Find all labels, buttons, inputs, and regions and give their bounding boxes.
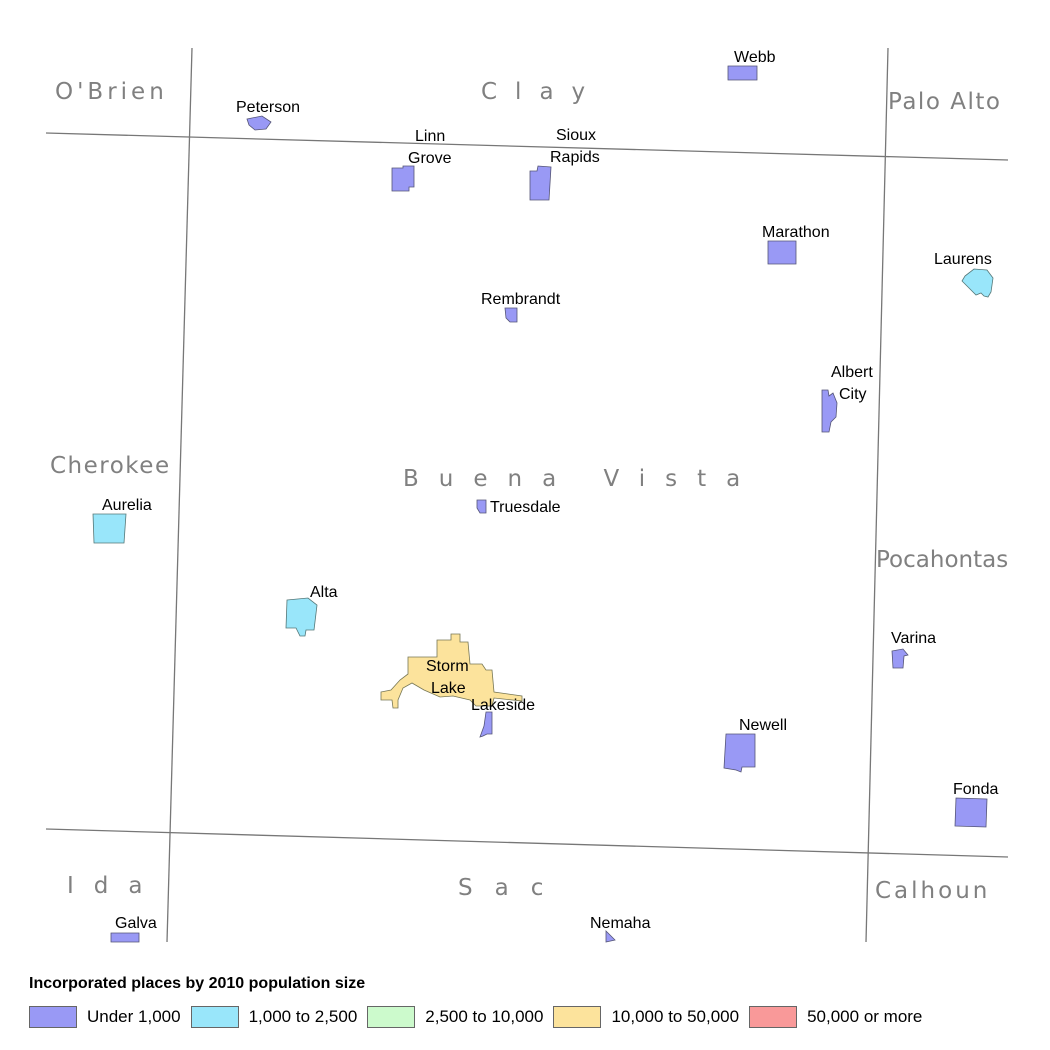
place-laurens[interactable]: [961, 268, 994, 298]
places-1000-to-2500: [92, 268, 994, 637]
place-label-linn-grove-line2: Grove: [408, 150, 452, 167]
legend-item-under-1000: Under 1,000: [29, 1006, 181, 1028]
place-label-sioux-rapids-line1: Sioux: [556, 127, 596, 144]
county-label-buena-vista: Buena Vista: [403, 466, 760, 492]
place-alta[interactable]: [285, 597, 318, 637]
place-labels: Webb Peterson Linn Grove Sioux Rapids Ma…: [102, 49, 998, 932]
legend-label-2500-to-10000: 2,500 to 10,000: [425, 1007, 544, 1026]
place-label-rembrandt: Rembrandt: [481, 291, 561, 308]
county-boundaries: [45, 47, 1009, 943]
legend-swatch-2500-to-10000: [367, 1006, 416, 1028]
place-truesdale[interactable]: [476, 499, 487, 514]
place-albert-city[interactable]: [821, 389, 838, 433]
legend-label-1000-to-2500: 1,000 to 2,500: [248, 1007, 358, 1026]
legend-item-50000-plus: 50,000 or more: [749, 1006, 922, 1028]
place-peterson[interactable]: [246, 115, 272, 131]
place-aurelia[interactable]: [92, 513, 127, 544]
legend-title: Incorporated places by 2010 population s…: [29, 975, 366, 992]
county-label-palo-alto: Palo Alto: [888, 89, 1001, 115]
legend-item-10000-to-50000: 10,000 to 50,000: [553, 1006, 739, 1028]
legend-swatch-1000-to-2500: [190, 1006, 239, 1028]
place-storm-lake[interactable]: [380, 633, 523, 709]
place-label-varina: Varina: [891, 630, 936, 647]
boundary-west: [166, 47, 193, 943]
legend-swatch-10000-to-50000: [553, 1006, 602, 1028]
places-10000-to-50000: [380, 633, 523, 709]
place-linn-grove[interactable]: [391, 165, 415, 192]
boundary-east: [865, 47, 889, 943]
place-varina[interactable]: [891, 648, 909, 669]
place-label-lakeside: Lakeside: [471, 697, 535, 714]
county-label-calhoun: Calhoun: [875, 878, 990, 904]
place-label-webb: Webb: [734, 49, 776, 66]
county-labels: O'Brien Clay Palo Alto Cherokee Buena Vi…: [50, 79, 1008, 904]
legend-label-under-1000: Under 1,000: [87, 1007, 181, 1026]
legend-swatch-50000-plus: [749, 1006, 798, 1028]
legend: Incorporated places by 2010 population s…: [29, 975, 1039, 1028]
place-label-nemaha: Nemaha: [590, 915, 651, 932]
legend-items: Under 1,000 1,000 to 2,500 2,500 to 10,0…: [29, 1006, 1039, 1028]
legend-item-2500-to-10000: 2,500 to 10,000: [367, 1006, 543, 1028]
place-label-peterson: Peterson: [236, 99, 300, 116]
county-map: O'Brien Clay Palo Alto Cherokee Buena Vi…: [45, 47, 1009, 943]
place-label-fonda: Fonda: [953, 781, 998, 798]
place-label-galva: Galva: [115, 915, 157, 932]
place-label-truesdale: Truesdale: [490, 499, 561, 516]
legend-label-10000-to-50000: 10,000 to 50,000: [611, 1007, 740, 1026]
county-label-pocahontas: Pocahontas: [876, 547, 1008, 573]
county-label-ida: Ida: [67, 873, 162, 899]
place-label-aurelia: Aurelia: [102, 497, 152, 514]
place-galva[interactable]: [110, 932, 140, 943]
place-label-albert-city-line2: City: [839, 386, 867, 403]
place-label-alta: Alta: [310, 584, 338, 601]
place-rembrandt[interactable]: [504, 307, 518, 323]
place-marathon[interactable]: [767, 240, 797, 265]
boundary-south: [45, 828, 1009, 858]
place-label-marathon: Marathon: [762, 224, 830, 241]
place-label-storm-lake-line2: Lake: [431, 680, 466, 697]
place-sioux-rapids[interactable]: [529, 165, 552, 201]
county-label-sac: Sac: [458, 875, 565, 901]
legend-swatch-under-1000: [29, 1006, 77, 1028]
place-label-sioux-rapids-line2: Rapids: [550, 149, 600, 166]
legend-label-50000-plus: 50,000 or more: [807, 1007, 923, 1026]
places-under-1000: [110, 65, 988, 943]
boundary-north: [45, 132, 1009, 161]
place-label-newell: Newell: [739, 717, 787, 734]
place-lakeside[interactable]: [479, 711, 493, 738]
place-label-laurens: Laurens: [934, 251, 992, 268]
county-label-obrien: O'Brien: [55, 79, 168, 105]
place-webb[interactable]: [727, 65, 758, 81]
place-fonda[interactable]: [954, 797, 988, 828]
place-newell[interactable]: [723, 733, 756, 773]
county-label-clay: Clay: [481, 79, 603, 105]
place-nemaha[interactable]: [605, 930, 616, 943]
place-label-albert-city-line1: Albert: [831, 364, 873, 381]
place-label-storm-lake-line1: Storm: [426, 658, 469, 675]
place-label-linn-grove-line1: Linn: [415, 128, 445, 145]
county-label-cherokee: Cherokee: [50, 453, 171, 479]
legend-item-1000-to-2500: 1,000 to 2,500: [190, 1006, 358, 1028]
